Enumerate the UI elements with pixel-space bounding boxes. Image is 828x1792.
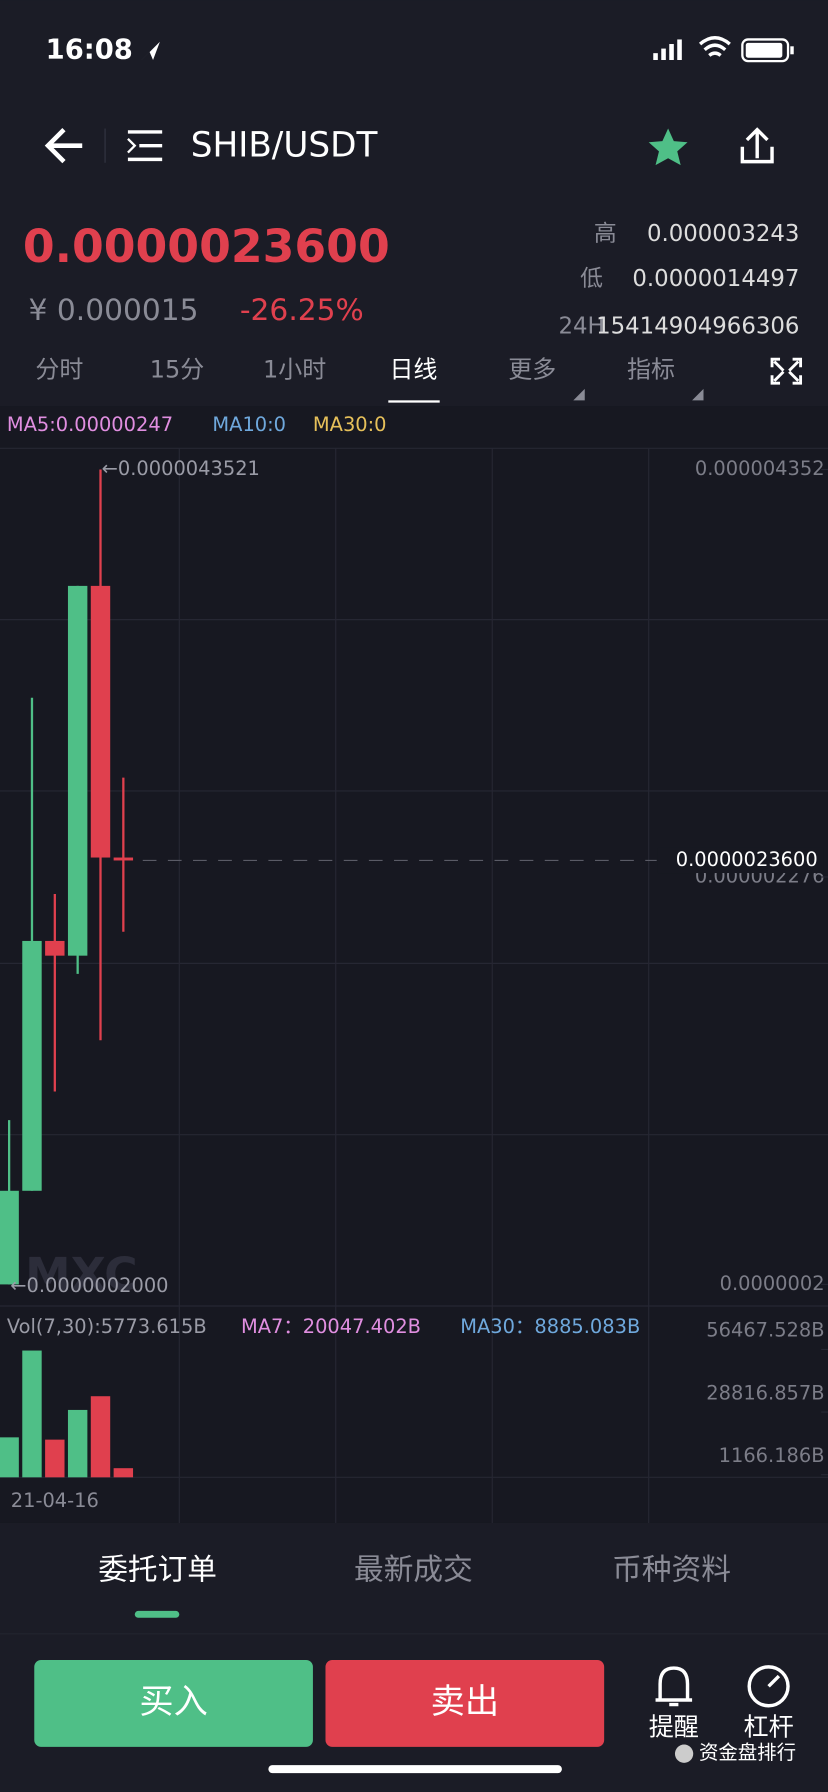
volume-legend: MA30：8885.083B <box>460 1315 640 1338</box>
interval-tab[interactable]: 分时 <box>35 356 83 384</box>
menu-button[interactable] <box>127 130 163 162</box>
volume-value: 15414904966306 <box>596 314 799 340</box>
volume-bar <box>22 1350 42 1478</box>
grid <box>0 447 828 1523</box>
ma-legend: MA10:0 <box>212 413 286 436</box>
high-label: 高 <box>594 221 617 247</box>
watermark: MXC <box>25 1248 138 1301</box>
cny-price: ¥ 0.000015 <box>29 293 199 328</box>
volume-legend: MA7：20047.402B <box>241 1315 421 1338</box>
y-tick-label: 0.0000002 <box>720 1272 825 1295</box>
share-button[interactable] <box>740 127 774 164</box>
volume-tick-label: 28816.857B <box>706 1381 824 1404</box>
volume-tick-label: 1166.186B <box>719 1444 825 1467</box>
buy-label: 买入 <box>139 1682 208 1722</box>
last-price-label: 0.0000023600 <box>676 848 818 871</box>
tab-underline <box>134 1610 180 1618</box>
alert-button[interactable] <box>655 1666 693 1707</box>
wechat-icon <box>674 1744 694 1763</box>
favorite-button[interactable] <box>648 128 688 166</box>
volume-bar <box>0 1437 19 1478</box>
signal-icon <box>653 39 682 61</box>
candle-body <box>45 940 65 956</box>
battery-icon <box>741 38 794 63</box>
candle-body <box>90 585 111 858</box>
interval-tab[interactable]: 更多 <box>508 356 556 384</box>
max-annotation: ←0.0000043521 <box>102 457 260 480</box>
candle-body <box>67 585 88 956</box>
high-value: 0.000003243 <box>647 221 800 247</box>
home-indicator <box>268 1765 562 1774</box>
interval-tab[interactable]: 15分 <box>150 356 204 384</box>
tab-active[interactable]: 委托订单 <box>98 1552 217 1587</box>
ma-legend: MA5:0.00000247 <box>7 413 173 436</box>
tab[interactable]: 币种资料 <box>612 1552 731 1587</box>
location-icon <box>141 41 160 61</box>
wifi-icon <box>698 36 731 57</box>
x-tick-label: 21-04-16 <box>11 1489 99 1512</box>
candle-body <box>22 940 42 1191</box>
volume-label: 24H <box>558 314 604 340</box>
change-percent: -26.25% <box>240 293 364 328</box>
dropdown-mark <box>692 388 704 401</box>
interval-tab[interactable]: 1小时 <box>263 356 326 384</box>
low-value: 0.0000014497 <box>632 266 799 292</box>
candle-body <box>113 857 134 861</box>
tab[interactable]: 最新成交 <box>354 1552 473 1587</box>
pair-title: SHIB/USDT <box>191 125 379 165</box>
ma-legend: MA30:0 <box>313 413 387 436</box>
last-price-badge <box>657 847 824 874</box>
leverage-label: 杠杆 <box>744 1713 794 1742</box>
y-tick-label: 0.000004352 <box>695 457 825 480</box>
clock: 16:08 <box>46 34 133 65</box>
buy-button[interactable] <box>34 1660 313 1747</box>
low-label: 低 <box>580 266 603 292</box>
chart-background <box>0 406 828 1523</box>
candle-body <box>0 1190 19 1285</box>
volume-legend: Vol(7,30):5773.615B <box>7 1315 207 1338</box>
footer-watermark: 资金盘排行 <box>699 1741 796 1764</box>
plot: 0.0000043520.0000022760.000000221-04-16←… <box>0 457 828 1512</box>
volume-bar <box>45 1439 65 1478</box>
active-underline <box>388 400 440 403</box>
fullscreen-button[interactable] <box>770 357 803 385</box>
volume-tick-label: 56467.528B <box>706 1319 824 1342</box>
interval-tab-active[interactable]: 日线 <box>389 356 437 384</box>
interval-tab[interactable]: 指标 <box>627 356 675 384</box>
back-button[interactable] <box>44 128 83 164</box>
sell-button[interactable] <box>325 1660 605 1747</box>
volume-bar <box>67 1409 88 1478</box>
volume-bar <box>90 1396 111 1478</box>
min-annotation: ←0.0000002000 <box>10 1274 168 1297</box>
volume-bar <box>113 1468 134 1478</box>
alert-label: 提醒 <box>649 1713 699 1742</box>
leverage-button[interactable] <box>747 1665 790 1708</box>
sell-label: 卖出 <box>431 1682 500 1722</box>
last-price: 0.0000023600 <box>23 220 390 273</box>
